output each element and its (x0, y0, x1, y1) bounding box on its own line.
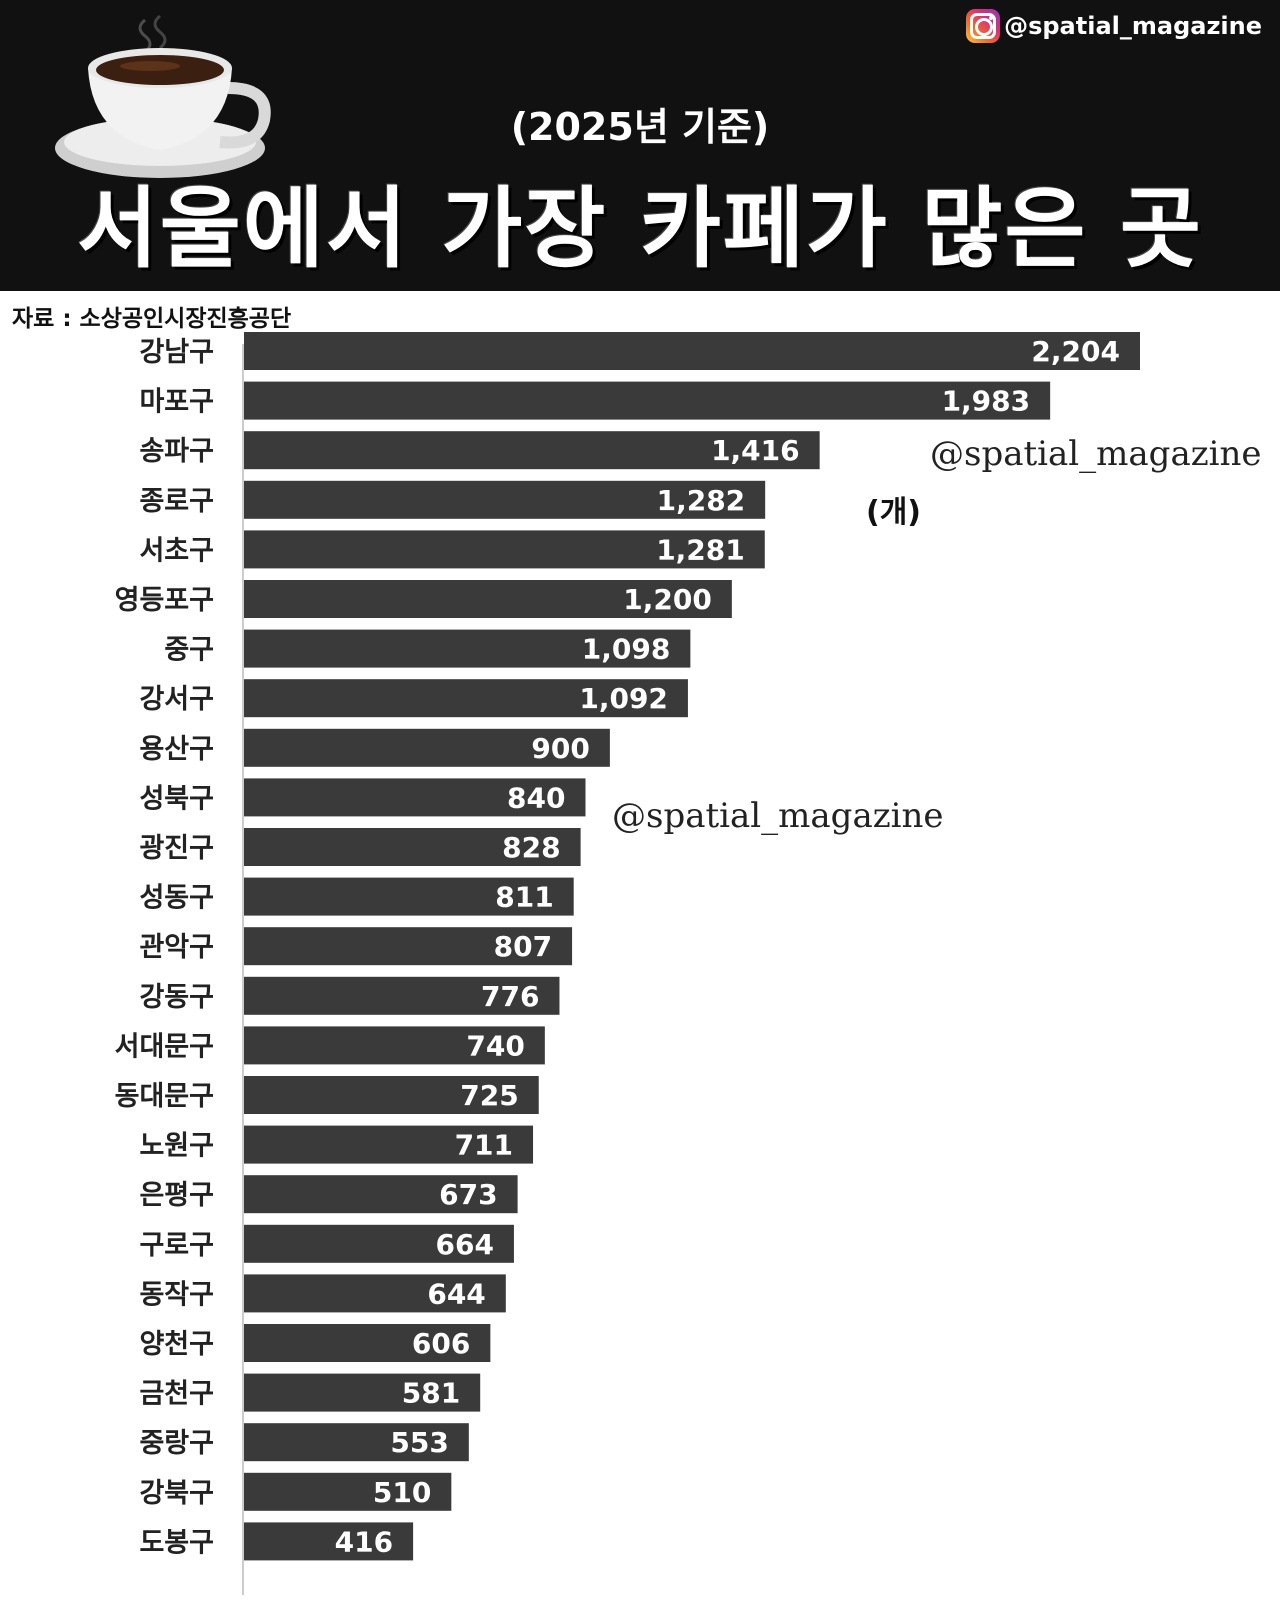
bar (244, 431, 820, 470)
category-label: 성동구 (139, 883, 214, 914)
category-label: 서초구 (139, 535, 214, 566)
data-label: 1,281 (656, 533, 745, 566)
data-label: 807 (494, 930, 552, 963)
category-label: 강동구 (139, 982, 214, 1013)
category-label: 광진구 (139, 833, 214, 864)
category-label: 중랑구 (139, 1428, 214, 1459)
data-label: 1,983 (942, 385, 1031, 418)
bar (244, 530, 765, 569)
bar (244, 1175, 518, 1214)
bar (244, 1324, 491, 1362)
unit-label: (개) (866, 495, 922, 530)
category-label: 강북구 (139, 1478, 214, 1509)
instagram-icon (966, 9, 1001, 43)
category-label: 금천구 (139, 1379, 214, 1410)
category-label: 관악구 (139, 932, 214, 963)
data-label: 1,098 (582, 633, 671, 666)
data-label: 1,200 (623, 583, 712, 616)
category-label: 양천구 (139, 1329, 214, 1360)
watermark: @spatial_magazine (930, 434, 1262, 474)
bar (244, 778, 586, 817)
data-label: 828 (502, 831, 560, 864)
bar (244, 1026, 545, 1065)
bar (244, 1423, 469, 1462)
data-label: 840 (507, 781, 565, 814)
category-label: 구로구 (139, 1230, 214, 1261)
bar (244, 1274, 506, 1313)
data-label: 740 (466, 1029, 524, 1062)
bar (244, 381, 1051, 420)
category-label: 노원구 (139, 1131, 214, 1162)
category-label: 성북구 (139, 783, 214, 814)
bar (244, 1373, 481, 1412)
coffee-cup-icon (55, 14, 271, 178)
category-label: 도봉구 (139, 1527, 214, 1558)
bar-chart: 강남구 2,204 마포구 1,983 송파구 1,416 종로구 1,282 서초구 1,281… (115, 332, 1140, 1595)
bar (244, 728, 610, 767)
header-banner: @spatial_magazine (2025년 기준) 서울에서 가장 카페가… (0, 0, 1280, 291)
bar (244, 976, 560, 1015)
data-label: 416 (335, 1525, 393, 1558)
data-label: 553 (390, 1426, 448, 1459)
bar (244, 828, 581, 866)
instagram-handle[interactable]: @spatial_magazine (966, 6, 1262, 46)
category-label: 송파구 (139, 436, 214, 467)
data-label: 811 (495, 881, 553, 914)
data-label: 725 (460, 1079, 518, 1112)
data-label: 900 (531, 732, 589, 765)
bar (244, 1224, 514, 1263)
watermark: @spatial_magazine (612, 796, 944, 836)
bar (244, 580, 732, 618)
category-label: 강남구 (139, 337, 214, 368)
bar (244, 1522, 414, 1561)
category-label: 종로구 (139, 486, 214, 517)
category-label: 서대문구 (115, 1031, 214, 1062)
handle-text: @spatial_magazine (1004, 12, 1262, 40)
data-label: 1,416 (711, 434, 800, 467)
bar (244, 927, 573, 966)
chart-title: 서울에서 가장 카페가 많은 곳 (76, 177, 1204, 280)
category-label: 동대문구 (115, 1081, 214, 1112)
bar (244, 1076, 539, 1114)
data-label: 606 (412, 1327, 470, 1360)
bar (244, 480, 766, 519)
data-label: 673 (439, 1178, 497, 1211)
bar (244, 1472, 452, 1511)
category-label: 중구 (164, 635, 214, 666)
category-label: 영등포구 (115, 585, 214, 616)
category-label: 은평구 (139, 1180, 214, 1211)
category-label: 강서구 (139, 684, 214, 715)
category-label: 마포구 (139, 387, 214, 418)
chart-subtitle: (2025년 기준) (510, 105, 770, 149)
bar (244, 629, 691, 668)
data-label: 2,204 (1031, 335, 1120, 368)
bar (244, 1125, 534, 1164)
data-label: 1,092 (579, 682, 668, 715)
data-label: 664 (435, 1228, 493, 1261)
data-source: 자료 : 소상공인시장진흥공단 (12, 306, 292, 332)
bar (244, 679, 688, 718)
data-label: 644 (427, 1277, 485, 1310)
data-label: 711 (455, 1129, 513, 1162)
data-label: 510 (373, 1476, 431, 1509)
data-label: 581 (402, 1377, 460, 1410)
category-label: 용산구 (139, 734, 214, 765)
bar (244, 332, 1140, 370)
category-label: 동작구 (139, 1279, 214, 1310)
bar (244, 877, 574, 916)
data-label: 1,282 (657, 484, 746, 517)
data-label: 776 (481, 980, 539, 1013)
